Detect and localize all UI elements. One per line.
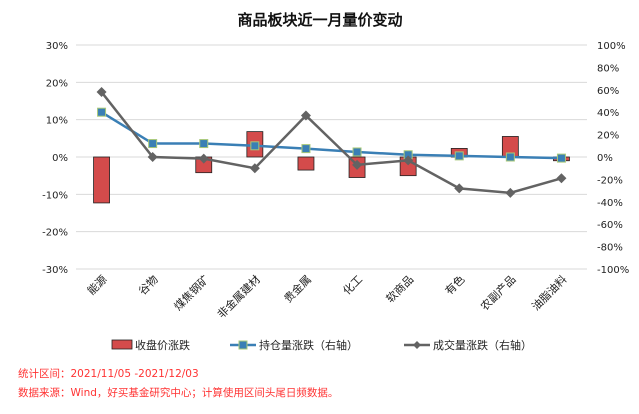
right-tick-label: 60% — [597, 86, 619, 97]
legend-volume-marker — [413, 341, 421, 349]
category-label: 软商品 — [383, 272, 416, 305]
volume-marker — [198, 153, 209, 164]
volume-marker — [403, 155, 414, 166]
volume-marker — [454, 183, 465, 194]
category-label: 农副产品 — [477, 272, 518, 313]
holding-marker — [301, 144, 311, 154]
volume-marker — [556, 173, 567, 184]
right-tick-label: 100% — [597, 41, 626, 52]
category-label: 贵金属 — [281, 272, 314, 305]
holding-marker — [556, 153, 566, 163]
right-tick-label: -20% — [597, 175, 623, 186]
category-label: 煤焦钢矿 — [172, 273, 212, 313]
left-tick-label: -10% — [42, 190, 68, 201]
period-note: 统计区间：2021/11/05 -2021/12/03 — [18, 368, 199, 380]
right-tick-label: 80% — [597, 63, 619, 74]
legend-label: 持仓量涨跌（右轴） — [259, 338, 358, 352]
holding-marker — [97, 107, 107, 117]
category-label: 有色 — [442, 272, 467, 297]
category-label: 化工 — [340, 272, 365, 297]
holding-marker — [250, 141, 260, 151]
volume-marker — [300, 110, 311, 121]
holding-marker — [505, 152, 515, 162]
holding-line — [100, 111, 562, 160]
source-note: 数据来源：Wind，好买基金研究中心；计算使用区间头尾日频数据。 — [18, 387, 339, 399]
volume-marker — [352, 159, 363, 170]
left-tick-label: 10% — [46, 116, 68, 127]
legend-bar-swatch — [111, 339, 133, 350]
category-label: 非金属建材 — [214, 272, 263, 321]
volume-marker — [96, 87, 107, 98]
category-label: 谷物 — [135, 272, 160, 297]
volume-marker — [505, 187, 516, 198]
right-tick-label: -40% — [597, 198, 623, 209]
right-tick-label: -80% — [597, 243, 623, 254]
legend-label: 收盘价涨跌 — [135, 338, 190, 352]
bar-贵金属 — [297, 156, 315, 171]
category-label: 能源 — [84, 272, 109, 297]
left-tick-label: 30% — [46, 41, 68, 52]
legend-label: 成交量涨跌（右轴） — [433, 338, 532, 352]
category-label: 油脂油料 — [529, 272, 570, 313]
holding-marker — [352, 147, 362, 157]
volume-marker — [249, 163, 260, 174]
holding-marker — [454, 151, 464, 161]
holding-marker — [148, 139, 158, 149]
right-tick-label: 20% — [597, 131, 619, 142]
left-tick-label: -30% — [42, 265, 68, 276]
left-tick-label: 0% — [52, 153, 68, 164]
right-tick-label: -100% — [597, 265, 629, 276]
volume-marker — [147, 152, 158, 162]
right-tick-label: 0% — [597, 153, 613, 164]
left-tick-label: -20% — [42, 228, 68, 239]
holding-marker — [199, 139, 209, 149]
right-tick-label: -60% — [597, 220, 623, 231]
bar-能源 — [93, 156, 110, 204]
right-tick-label: 40% — [597, 108, 619, 119]
legend-holding-marker — [238, 340, 248, 350]
volume-line — [100, 91, 562, 195]
left-tick-label: 20% — [46, 78, 68, 89]
chart-title: 商品板块近一月量价变动 — [237, 11, 402, 29]
